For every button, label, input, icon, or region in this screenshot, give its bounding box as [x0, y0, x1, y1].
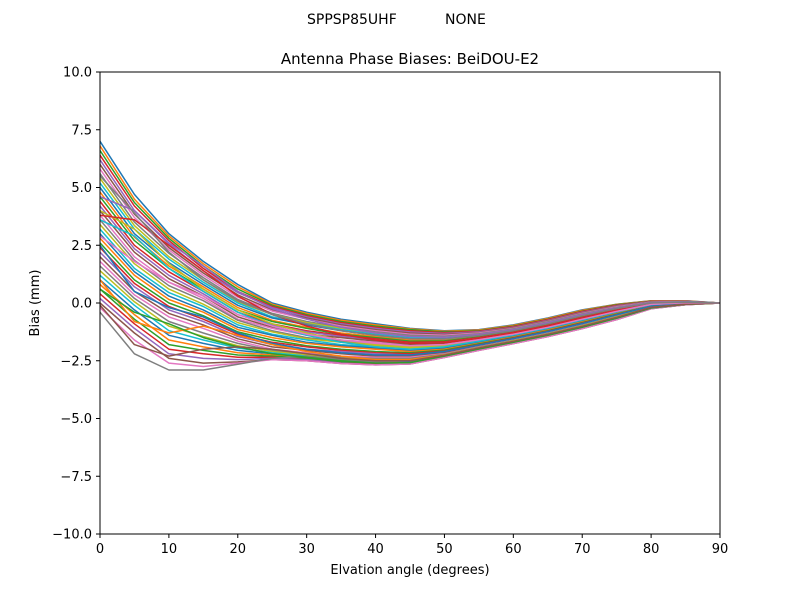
y-tick-label: 7.5 [71, 123, 92, 138]
y-axis-ticks: −10.0 −7.5 −5.0 −2.5 0.0 2.5 5.0 7.5 10.0 [52, 66, 100, 543]
x-tick-label: 30 [298, 542, 315, 557]
x-tick-label: 50 [436, 542, 453, 557]
series-line [99, 244, 721, 356]
y-tick-label: 5.0 [71, 181, 92, 196]
series-line [99, 175, 721, 340]
x-tick-label: 0 [96, 542, 104, 557]
series-line [99, 288, 721, 364]
y-axis-label: Bias (mm) [28, 270, 43, 337]
x-axis-ticks: 0 10 20 30 40 50 60 70 80 90 [96, 534, 728, 557]
series-line [99, 214, 721, 345]
series-line [99, 302, 721, 368]
y-tick-label: 0.0 [71, 297, 92, 312]
x-axis-label: Elvation angle (degrees) [330, 563, 489, 578]
suptitle-right: NONE [445, 12, 486, 28]
series-line [99, 302, 721, 362]
suptitle-left: SPPSP85UHF [307, 12, 397, 28]
y-tick-label: 2.5 [71, 239, 92, 254]
y-tick-label: 10.0 [63, 66, 92, 81]
series-lines [99, 140, 721, 371]
x-tick-label: 80 [643, 542, 660, 557]
chart-title: Antenna Phase Biases: BeiDOU-E2 [281, 50, 539, 68]
x-tick-label: 20 [230, 542, 247, 557]
y-tick-label: −10.0 [52, 528, 92, 543]
x-tick-label: 60 [505, 542, 522, 557]
x-tick-label: 70 [574, 542, 591, 557]
y-tick-label: −5.0 [60, 412, 92, 427]
y-tick-label: −2.5 [60, 354, 92, 369]
y-tick-label: −7.5 [60, 470, 92, 485]
x-tick-label: 40 [367, 542, 384, 557]
series-line [99, 235, 721, 347]
x-tick-label: 10 [161, 542, 178, 557]
x-tick-label: 90 [712, 542, 729, 557]
series-line [99, 196, 721, 338]
